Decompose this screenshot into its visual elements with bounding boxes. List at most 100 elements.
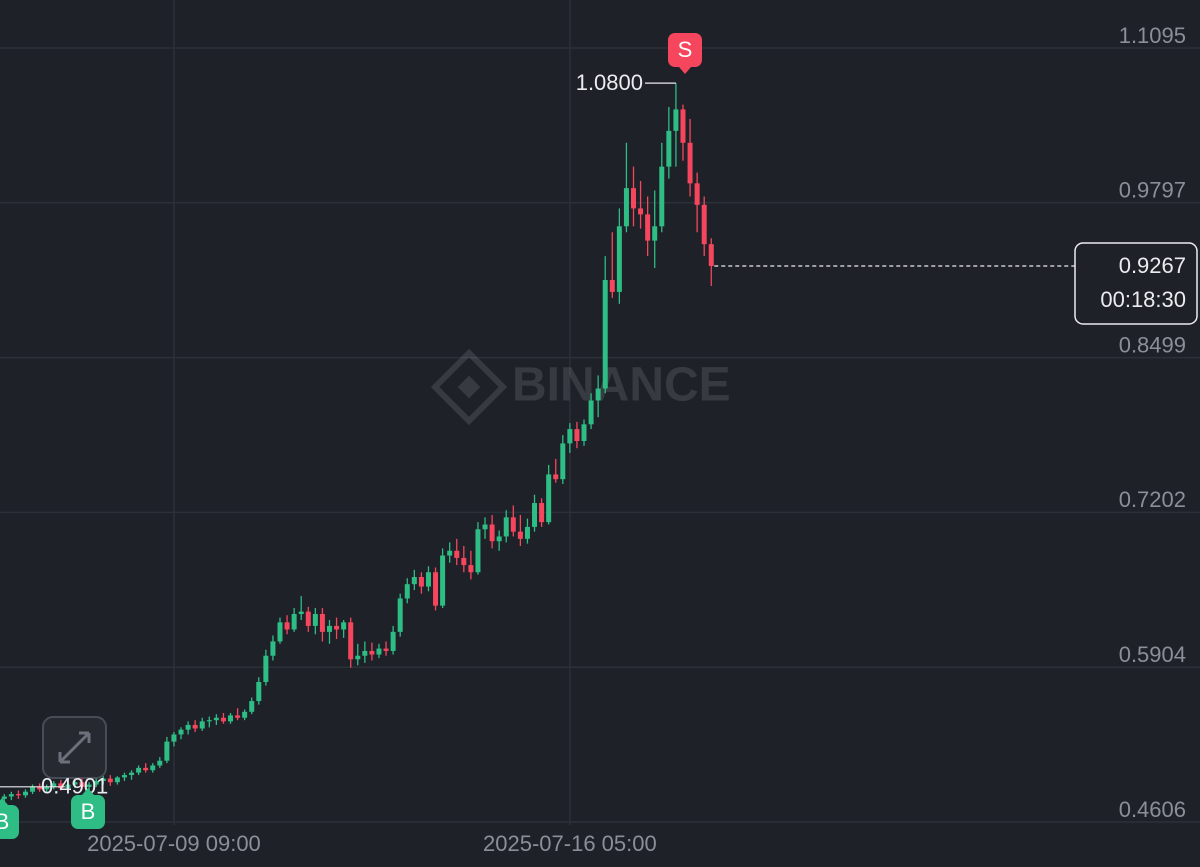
candle-body xyxy=(1,796,7,799)
candle-body xyxy=(220,717,226,722)
candle-body xyxy=(694,183,700,205)
candle-body xyxy=(369,650,375,655)
candle-body xyxy=(270,641,276,656)
candle-body xyxy=(517,531,523,539)
candle-body xyxy=(79,782,85,787)
candle-body xyxy=(461,557,467,566)
candle-body xyxy=(496,536,502,542)
candle-body xyxy=(390,631,396,651)
candle-body xyxy=(708,244,714,267)
candle-body xyxy=(524,526,530,539)
trade-marker-badge xyxy=(0,805,19,839)
candle-body xyxy=(411,577,417,585)
candle-body xyxy=(164,741,170,761)
candle-body xyxy=(44,786,50,790)
candle-body xyxy=(553,474,559,480)
candle-body xyxy=(72,782,78,785)
candle-body xyxy=(666,130,672,167)
trade-marker-badge xyxy=(71,795,105,829)
candle-body xyxy=(532,503,538,527)
candle-body xyxy=(425,572,431,587)
candle-body xyxy=(185,724,191,730)
candle-body xyxy=(539,503,545,523)
candle-body xyxy=(362,650,368,656)
candle-body xyxy=(242,711,248,718)
candle-body xyxy=(199,721,205,729)
y-tick-label: 0.7202 xyxy=(1119,487,1186,512)
candle-body xyxy=(588,400,594,425)
y-tick-label: 0.4606 xyxy=(1119,797,1186,822)
current-price-box xyxy=(1074,242,1198,325)
trade-marker-label: S xyxy=(678,37,693,62)
trade-marker: B xyxy=(0,798,19,839)
candle-body xyxy=(58,783,64,789)
candle-body xyxy=(228,715,234,722)
candle-body xyxy=(376,648,382,655)
candle-body xyxy=(623,188,629,227)
trade-marker-tail xyxy=(0,798,8,805)
high-marker-label: 1.0800 xyxy=(576,70,643,95)
candle-body xyxy=(171,734,177,742)
candle-body xyxy=(701,204,707,245)
candle-body xyxy=(178,729,184,735)
candle-body xyxy=(680,109,686,143)
candle-body xyxy=(326,625,332,632)
candle-body xyxy=(454,550,460,558)
candle-body xyxy=(86,784,92,787)
candle-body xyxy=(482,524,488,530)
trade-marker: B xyxy=(71,788,105,829)
candle-body xyxy=(51,783,57,787)
candle-body xyxy=(150,765,156,771)
countdown-label: 00:18:30 xyxy=(1100,287,1186,312)
watermark-text: BINANCE xyxy=(512,359,731,412)
candle-body xyxy=(136,767,142,773)
candle-body xyxy=(291,613,297,630)
candle-body xyxy=(602,279,608,389)
candle-body xyxy=(319,613,325,632)
candle-body xyxy=(277,622,283,642)
candle-body xyxy=(567,429,573,444)
candle-body xyxy=(468,565,474,573)
candle-body xyxy=(616,226,622,292)
candle-body xyxy=(263,655,269,682)
candle-body xyxy=(595,388,601,401)
candle-body xyxy=(581,424,587,442)
candle-body xyxy=(659,166,665,227)
candle-body xyxy=(503,517,509,537)
candle-body xyxy=(447,550,453,556)
candle-body xyxy=(157,760,163,766)
candle-body xyxy=(213,717,219,721)
candle-body xyxy=(645,214,651,241)
candle-body xyxy=(312,613,318,626)
candle-body xyxy=(143,767,149,771)
trade-marker-tail xyxy=(679,67,691,74)
candle-body xyxy=(397,598,403,632)
candle-body xyxy=(121,775,127,778)
y-tick-label: 0.9797 xyxy=(1119,178,1186,203)
candle-body xyxy=(107,778,113,783)
candle-body xyxy=(206,720,212,722)
trade-marker-label: B xyxy=(0,809,9,834)
candle-body xyxy=(631,188,636,209)
candle-body xyxy=(298,611,304,614)
candle-body xyxy=(687,142,693,184)
candle-body xyxy=(652,226,658,241)
trade-marker-label: B xyxy=(81,799,96,824)
candle-body xyxy=(574,429,580,442)
trade-marker-tail xyxy=(82,788,94,795)
candle-body xyxy=(284,622,290,630)
candle-body xyxy=(100,778,106,781)
candle-body xyxy=(433,572,439,606)
expand-button[interactable] xyxy=(42,716,107,779)
trade-marker: S xyxy=(668,33,702,74)
candle-body xyxy=(93,780,99,785)
candle-body xyxy=(440,555,446,606)
candle-body xyxy=(418,577,424,587)
candle-body xyxy=(8,794,14,797)
y-tick-label: 0.8499 xyxy=(1119,332,1186,357)
current-price-label: 0.9267 xyxy=(1119,253,1186,278)
x-tick-label: 2025-07-16 05:00 xyxy=(483,831,657,856)
